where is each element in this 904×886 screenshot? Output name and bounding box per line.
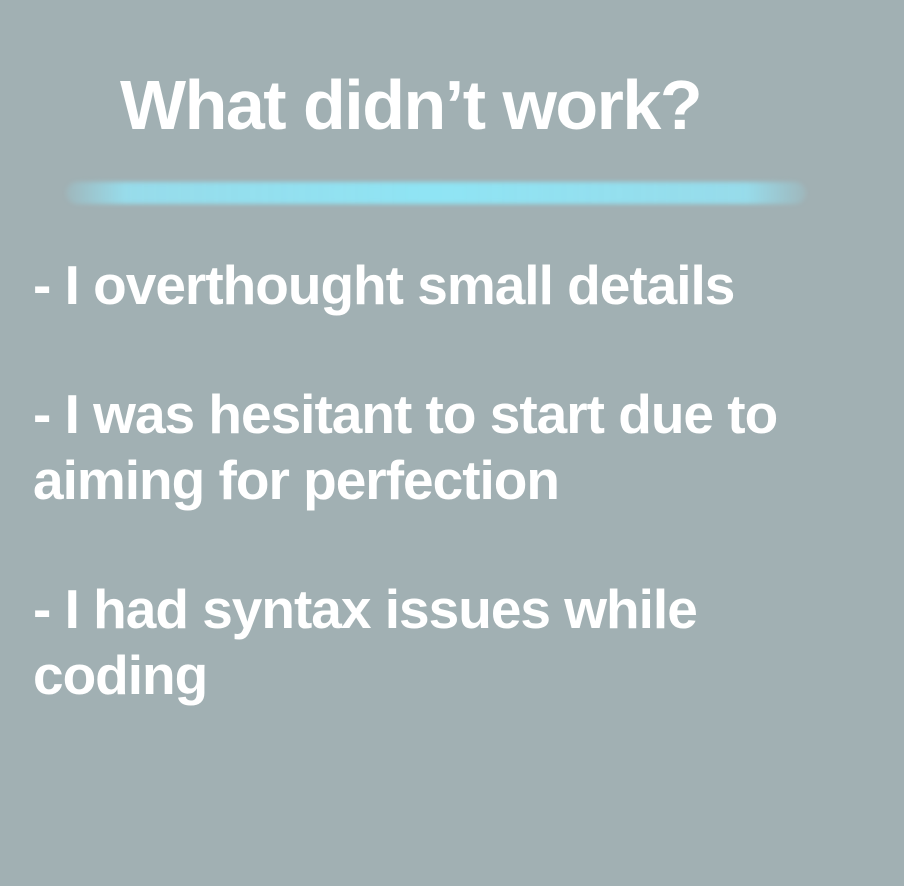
slide-title: What didn’t work? — [120, 66, 703, 144]
bullet-item-2: - I was hesitant to start due to aiming … — [33, 383, 778, 511]
bullet-item-1: - I overthought small details — [33, 254, 735, 316]
title-underline — [66, 182, 806, 204]
bullet-item-3: - I had syntax issues while coding — [33, 578, 698, 706]
bullet-list: - I overthought small details - I was he… — [33, 252, 883, 771]
